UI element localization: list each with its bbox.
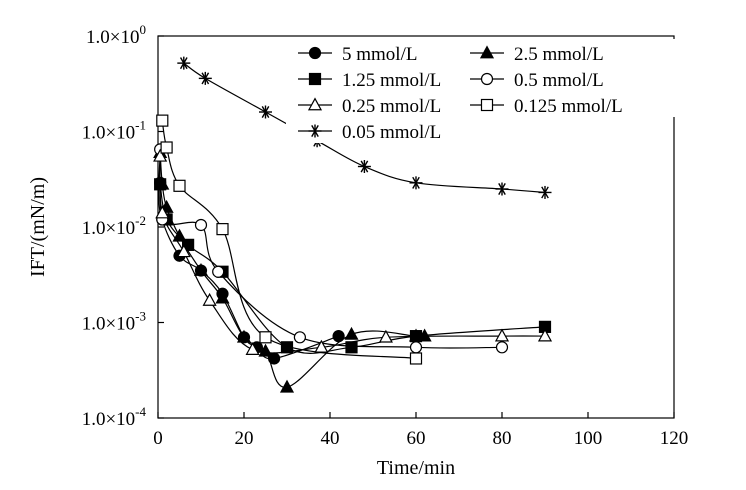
legend-label: 0.05 mmol/L bbox=[342, 122, 441, 143]
legend-background bbox=[286, 117, 516, 143]
data-point bbox=[538, 185, 552, 199]
series-line bbox=[158, 149, 503, 349]
series-line bbox=[159, 182, 339, 360]
y-tick-label: 1.0×10-3 bbox=[82, 309, 146, 335]
y-tick-label: 1.0×10-4 bbox=[82, 404, 147, 430]
series-markers bbox=[153, 56, 553, 393]
data-point bbox=[494, 328, 510, 342]
legend-background bbox=[458, 65, 688, 91]
series-line bbox=[159, 156, 546, 354]
x-axis-label: Time/min bbox=[377, 457, 455, 479]
legend-background bbox=[458, 39, 688, 65]
data-point bbox=[155, 205, 170, 219]
data-point bbox=[212, 265, 225, 278]
legend-label: 0.125 mmol/L bbox=[514, 96, 623, 117]
y-axis: 1.0×100 1.0×10-1 1.0×10-2 1.0×10-3 1.0×10-4 bbox=[82, 22, 164, 430]
data-point bbox=[357, 160, 371, 174]
legend-label: 2.5 mmol/L bbox=[514, 44, 604, 65]
legend-label: 0.25 mmol/L bbox=[342, 96, 441, 117]
data-point bbox=[409, 176, 423, 190]
x-axis: 0 20 40 60 80 100 120 bbox=[153, 412, 688, 449]
legend-marker bbox=[308, 124, 322, 138]
legend-marker bbox=[479, 45, 495, 59]
legend-label: 0.5 mmol/L bbox=[514, 70, 604, 91]
data-point bbox=[332, 330, 345, 343]
data-point bbox=[182, 238, 195, 251]
data-point bbox=[160, 141, 173, 154]
legend-marker bbox=[480, 72, 494, 86]
data-point bbox=[176, 244, 191, 258]
data-point bbox=[156, 114, 169, 127]
data-point bbox=[193, 262, 209, 276]
legend-marker bbox=[480, 98, 494, 112]
data-point bbox=[177, 56, 191, 70]
x-tick-label: 0 bbox=[153, 428, 163, 449]
data-point bbox=[153, 148, 168, 162]
data-point bbox=[236, 329, 252, 343]
data-point bbox=[259, 331, 272, 344]
x-tick-label: 60 bbox=[407, 428, 426, 449]
legend-label: 5 mmol/L bbox=[342, 44, 417, 65]
data-point bbox=[279, 379, 295, 393]
data-point bbox=[409, 352, 423, 365]
x-tick-label: 80 bbox=[493, 428, 512, 449]
x-tick-label: 120 bbox=[660, 428, 689, 449]
x-tick-label: 100 bbox=[574, 428, 603, 449]
data-point bbox=[259, 105, 272, 119]
data-point bbox=[194, 218, 208, 232]
data-point bbox=[258, 343, 273, 357]
data-point bbox=[344, 326, 359, 340]
data-point bbox=[154, 178, 167, 191]
series-line bbox=[161, 120, 417, 360]
data-point bbox=[215, 290, 230, 304]
y-axis-label: IFT/(mN/m) bbox=[27, 177, 49, 277]
legend-background bbox=[458, 91, 688, 117]
y-tick-label: 1.0×10-1 bbox=[82, 118, 146, 144]
data-point bbox=[314, 339, 329, 353]
y-tick-label: 1.0×10-2 bbox=[82, 213, 146, 239]
series-line bbox=[183, 62, 546, 194]
x-tick-label: 20 bbox=[235, 428, 254, 449]
legend-marker bbox=[308, 72, 322, 86]
data-point bbox=[198, 71, 212, 85]
data-point bbox=[537, 328, 553, 342]
data-point bbox=[202, 292, 217, 306]
legend-marker bbox=[308, 46, 322, 60]
legend-marker bbox=[307, 97, 323, 111]
legend-label: 1.25 mmol/L bbox=[342, 70, 441, 91]
x-tick-label: 40 bbox=[321, 428, 340, 449]
data-point bbox=[409, 341, 423, 354]
data-point bbox=[495, 182, 509, 196]
y-tick-label: 1.0×100 bbox=[86, 22, 146, 48]
data-point bbox=[172, 228, 187, 242]
legend: 5 mmol/L 2.5 mmol/L 1.25 mmol/L 0.5 mmol/L 0… bbox=[286, 39, 688, 143]
data-point bbox=[345, 341, 358, 354]
data-point bbox=[378, 329, 393, 343]
data-point bbox=[409, 330, 423, 343]
data-point bbox=[245, 342, 260, 355]
data-point bbox=[495, 341, 509, 354]
data-point bbox=[173, 179, 186, 192]
data-point bbox=[293, 331, 306, 344]
data-point bbox=[280, 341, 294, 354]
data-point bbox=[216, 223, 229, 236]
